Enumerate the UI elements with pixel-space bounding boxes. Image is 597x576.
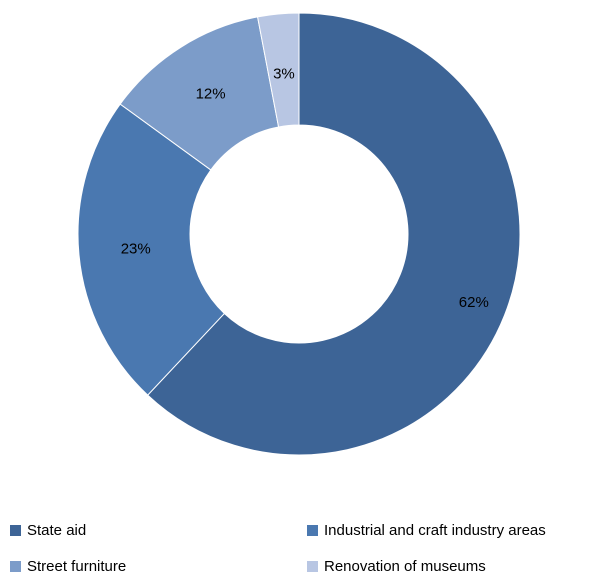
donut-plot-area: 62% 23% 12% 3%: [77, 12, 521, 456]
legend-swatch-industrial: [307, 525, 318, 536]
slice-industrial: [77, 103, 226, 396]
legend-label-museums: Renovation of museums: [324, 558, 486, 575]
legend-item-museums: Renovation of museums: [307, 558, 486, 575]
slice-label-industrial: 23%: [121, 240, 151, 257]
slice-label-street-furniture: 12%: [196, 86, 226, 103]
slice-label-museums: 3%: [273, 66, 295, 83]
legend-label-state-aid: State aid: [27, 522, 87, 539]
legend-swatch-street-furniture: [10, 561, 21, 572]
legend-item-industrial: Industrial and craft industry areas: [307, 522, 546, 539]
legend-label-industrial: Industrial and craft industry areas: [324, 522, 546, 539]
slice-museums: [257, 12, 300, 128]
legend-item-state-aid: State aid: [10, 522, 86, 539]
legend-item-street-furniture: Street furniture: [10, 558, 126, 575]
slices-group: [77, 12, 521, 456]
legend-swatch-state-aid: [10, 525, 21, 536]
legend: State aid Industrial and craft industry …: [10, 518, 597, 576]
legend-label-street-furniture: Street furniture: [27, 558, 127, 575]
labels-group: 62% 23% 12% 3%: [121, 66, 489, 311]
slice-label-state-aid: 62%: [459, 294, 489, 311]
legend-swatch-museums: [307, 561, 318, 572]
slice-state-aid: [147, 12, 521, 456]
